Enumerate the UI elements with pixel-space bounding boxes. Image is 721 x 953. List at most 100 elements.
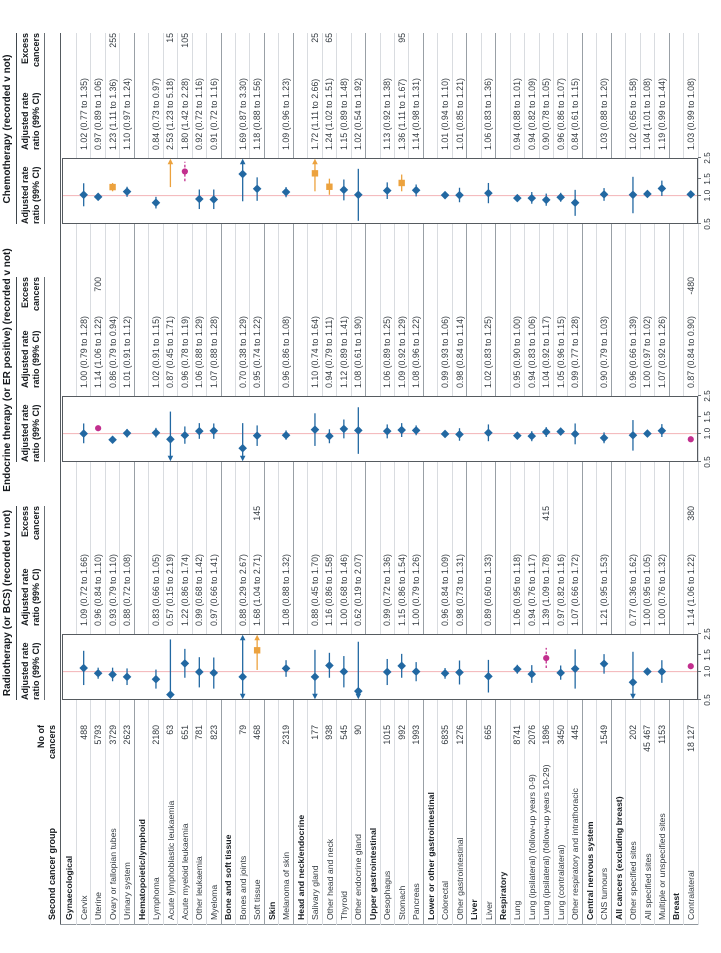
diamond-marker [513,431,522,440]
ci-arrow-high [167,158,174,165]
row-count: 202 [628,725,639,740]
rate-ratio-text: 1.08 (0.96 to 1.22) [411,316,422,388]
forest-plot-rt [62,634,698,700]
plot-border [62,634,698,700]
axis-tick [698,670,701,672]
excess-count: 700 [93,277,104,292]
diamond-marker [628,430,638,440]
et-plot-header: Adjusted rate ratio (99% CI) [20,404,41,462]
rate-ratio-text: 0.91 (0.72 to 1.16) [208,78,219,150]
rate-ratio-text: 0.62 (0.19 to 2.07) [353,554,364,626]
diamond-marker [657,184,667,193]
axis-tick-label: 0.5 [702,456,712,468]
axis-tick [698,432,701,434]
row-count: 545 [338,725,349,740]
rate-ratio-text: 0.94 (0.82 to 1.09) [526,78,537,150]
rate-ratio-text: 1.02 (0.65 to 1.58) [628,78,639,150]
rate-ratio-text: 1.18 (0.88 to 1.56) [252,78,263,150]
rate-ratio-text: 1.02 (0.91 to 1.15) [151,316,162,388]
diamond-marker [382,186,392,195]
diamond-marker [382,426,392,436]
diamond-marker [79,663,88,673]
diamond-marker [397,661,406,671]
row-count: 18 127 [685,725,696,752]
panel-title-radiotherapy: Radiotherapy (or BCS) (recorded v not) [2,509,13,697]
diamond-marker [252,184,262,194]
diamond-marker [455,668,464,677]
row-label: Uterine [93,891,104,920]
axis-tick [698,395,701,396]
rate-ratio-text: 0.94 (0.83 to 1.06) [526,316,537,388]
diamond-marker [513,664,522,674]
rate-ratio-text: 0.96 (0.78 to 1.19) [179,316,190,388]
diamond-marker [209,426,219,436]
row-count: 2623 [122,725,133,745]
diamond-marker [325,661,334,670]
rate-ratio-text: 0.90 (0.79 to 1.03) [599,316,610,388]
row-count: 1896 [541,725,552,745]
row-count: 45 467 [642,725,653,752]
row-count: 5793 [93,725,104,745]
rt-plot-header: Adjusted rate ratio (99% CI) [20,642,41,700]
axis-tick-label: 1.0 [702,665,712,678]
square-marker [109,183,116,191]
row-count: 177 [310,725,321,740]
rate-ratio-text: 1.02 (0.83 to 1.25) [483,316,494,388]
rate-ratio-text: 1.80 (1.42 to 2.28) [179,78,190,150]
rate-ratio-text: 1.03 (0.99 to 1.08) [685,78,696,150]
rate-ratio-text: 1.01 (0.94 to 1.10) [440,78,451,150]
axis-tick-label: 0.5 [702,218,712,230]
row-label: Pancreas [411,883,422,920]
diamond-marker [643,189,652,199]
diamond-marker [541,427,551,437]
rate-ratio-text: 0.86 (0.79 to 0.94) [107,316,118,388]
rate-ratio-text: 0.87 (0.45 to 1.71) [165,316,176,388]
diamond-marker [411,667,421,676]
excess-count: 415 [541,506,552,521]
diamond-marker [599,659,609,669]
row-label: Other head and neck [324,838,335,920]
ct-values-header: Adjusted rate ratio (99% CI) [20,92,41,150]
group-label: Liver [469,899,480,920]
row-label: Other respiratory and intrathoracic [570,788,581,920]
diamond-marker [122,672,132,682]
diamond-marker [556,668,565,678]
rate-ratio-text: 1.00 (0.97 to 1.02) [642,316,653,388]
rate-ratio-text: 1.10 (0.97 to 1.24) [122,78,133,150]
row-label: Other specified sites [628,841,639,920]
rate-ratio-text: 1.06 (0.83 to 1.36) [483,78,494,150]
row-count: 1276 [454,725,465,745]
row-label: Soft tissue [252,879,263,920]
excess-count: 95 [396,33,407,43]
row-count: 781 [194,725,205,740]
diamond-marker [195,194,204,204]
rate-ratio-text: 0.92 (0.72 to 1.16) [194,78,205,150]
row-count: 1993 [411,725,422,745]
diamond-marker [252,431,262,440]
circle-marker [687,436,694,443]
rate-ratio-text: 1.02 (0.77 to 1.35) [78,78,89,150]
row-count: 468 [252,725,263,740]
axis-tick-label: 2.5 [702,628,712,640]
row-count: 2076 [526,725,537,745]
diamond-marker [686,190,696,199]
rate-ratio-text: 0.95 (0.74 to 1.22) [252,316,263,388]
group-label: Hematopoietic/lymphoid [136,819,147,920]
rate-ratio-text: 1.01 (0.91 to 1.12) [122,316,133,388]
diamond-marker [570,664,580,674]
rate-ratio-text: 1.08 (0.88 to 1.32) [281,554,292,626]
excess-count: 255 [107,33,118,48]
row-label: Cervix [78,895,89,920]
rate-ratio-text: 0.98 (0.73 to 1.31) [454,554,465,626]
axis-tick-label: 1.0 [702,189,712,202]
diamond-marker [195,667,204,677]
rate-ratio-text: 0.98 (0.84 to 1.14) [454,316,465,388]
rate-ratio-text: 1.15 (0.86 to 1.54) [396,554,407,626]
diamond-marker [556,192,565,202]
diamond-marker [339,185,349,195]
diamond-marker [411,426,421,435]
rate-ratio-text: 1.14 (1.06 to 1.22) [93,316,104,388]
rate-ratio-text: 1.03 (0.88 to 1.20) [599,78,610,150]
diamond-marker [541,195,551,205]
